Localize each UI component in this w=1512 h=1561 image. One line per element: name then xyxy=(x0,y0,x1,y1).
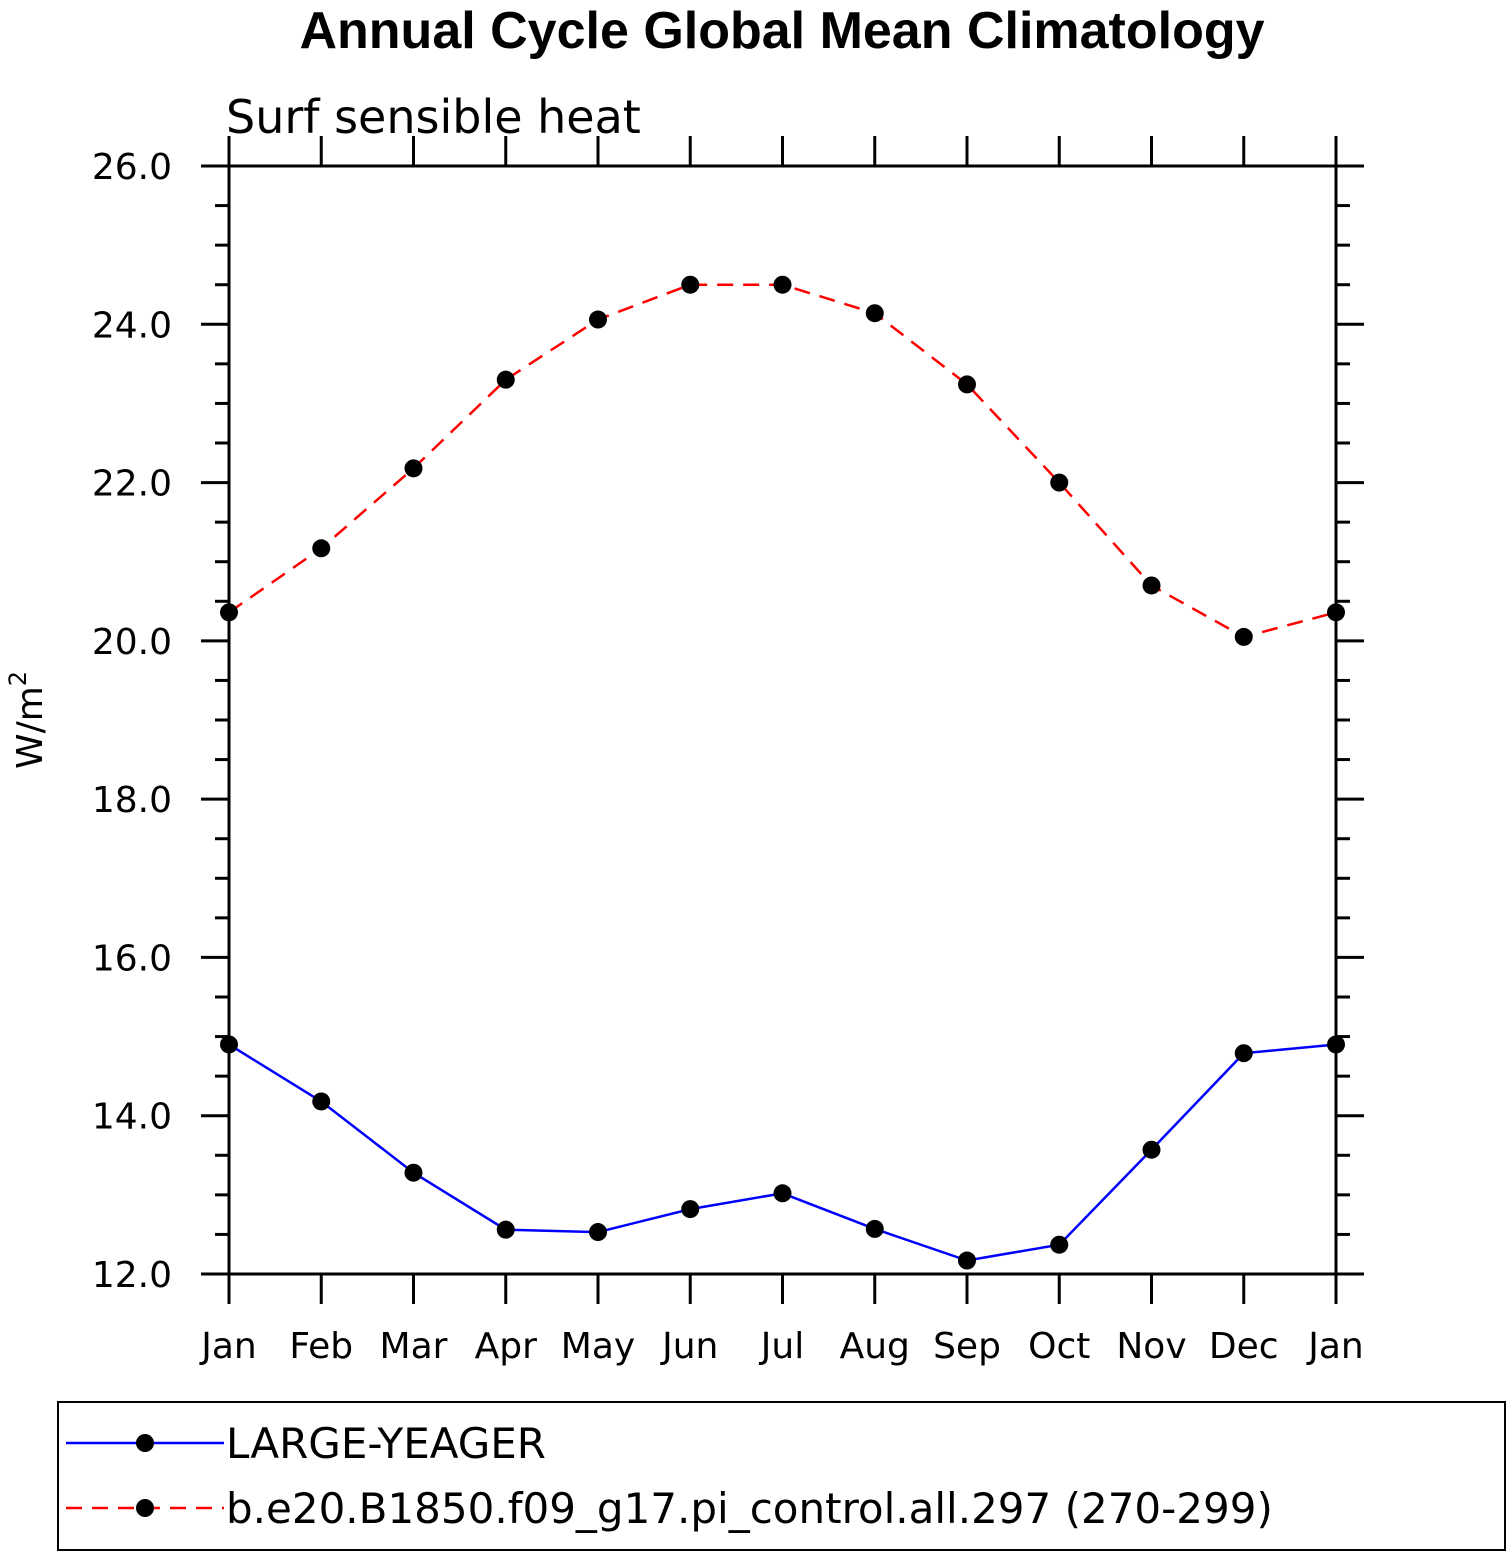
y-axis-title: W/m2 xyxy=(4,671,51,769)
data-point xyxy=(1234,627,1253,646)
x-tick-label: Dec xyxy=(1209,1326,1279,1367)
legend-label: b.e20.B1850.f09_g17.pi_control.all.297 (… xyxy=(226,1484,1273,1533)
chart-subtitle: Surf sensible heat xyxy=(226,90,641,144)
data-point xyxy=(404,1163,423,1182)
legend-marker xyxy=(136,1499,154,1517)
chart-title: Annual Cycle Global Mean Climatology xyxy=(299,2,1264,60)
series-line xyxy=(228,1043,1337,1262)
data-point xyxy=(589,1223,607,1242)
data-point xyxy=(681,1200,700,1219)
legend: LARGE-YEAGER b.e20.B1850.f09_g17.pi_contr… xyxy=(66,1419,1273,1533)
y-tick-label: 26.0 xyxy=(92,147,172,188)
data-point xyxy=(1142,1140,1161,1159)
y-axis-label: W/m xyxy=(10,686,51,769)
x-tick-label: Jan xyxy=(1306,1326,1364,1367)
x-tick-label: Oct xyxy=(1028,1326,1090,1367)
data-point xyxy=(865,1219,884,1238)
data-point xyxy=(496,1220,515,1239)
data-point xyxy=(773,1184,792,1203)
y-tick-label: 24.0 xyxy=(92,305,172,346)
x-tick-label: Nov xyxy=(1116,1326,1186,1367)
data-point xyxy=(404,459,423,478)
data-point xyxy=(220,603,238,622)
data-point xyxy=(496,370,515,389)
data-series xyxy=(220,275,1345,1270)
x-tick-label: Feb xyxy=(289,1326,353,1367)
legend-item: LARGE-YEAGER xyxy=(66,1419,546,1468)
data-point xyxy=(1050,1235,1069,1254)
axis-ticks xyxy=(201,136,1364,1304)
x-tick-label: Jul xyxy=(759,1326,804,1367)
y-tick-label: 22.0 xyxy=(92,464,172,505)
y-tick-label: 12.0 xyxy=(92,1255,172,1296)
data-point xyxy=(773,275,792,294)
y-tick-labels: 12.0 14.0 16.0 18.0 20.0 22.0 24.0 26.0 xyxy=(92,147,172,1296)
data-point xyxy=(1327,603,1345,622)
legend-box xyxy=(57,1401,1506,1551)
x-tick-label: Mar xyxy=(380,1326,448,1367)
y-tick-label: 16.0 xyxy=(92,938,172,979)
legend-marker xyxy=(136,1434,154,1452)
y-tick-label: 18.0 xyxy=(92,780,172,821)
series-1 xyxy=(220,1035,1345,1270)
plot-frame xyxy=(227,164,1338,1276)
x-tick-label: Sep xyxy=(933,1326,1001,1367)
x-tick-label: Aug xyxy=(840,1326,910,1367)
x-tick-label: Jun xyxy=(660,1326,718,1367)
x-tick-label: Apr xyxy=(475,1326,537,1367)
data-point xyxy=(220,1035,238,1054)
data-point xyxy=(589,310,607,329)
legend-label: LARGE-YEAGER xyxy=(226,1419,546,1468)
plot-border xyxy=(227,164,1338,1276)
svg-text:W/m2: W/m2 xyxy=(4,671,51,769)
data-point xyxy=(1050,473,1069,492)
legend-item: b.e20.B1850.f09_g17.pi_control.all.297 (… xyxy=(66,1484,1273,1533)
data-point xyxy=(958,1251,976,1270)
data-point xyxy=(681,275,700,294)
y-axis-label-superscript: 2 xyxy=(4,671,32,686)
series-2 xyxy=(220,275,1345,646)
data-point xyxy=(1327,1035,1345,1054)
data-point xyxy=(958,375,976,394)
data-point xyxy=(312,1092,331,1111)
data-point xyxy=(312,539,331,558)
data-point xyxy=(1234,1044,1253,1063)
y-tick-label: 20.0 xyxy=(92,622,172,663)
x-tick-label: Jan xyxy=(199,1326,257,1367)
x-tick-label: May xyxy=(561,1326,635,1367)
data-point xyxy=(1142,576,1161,595)
data-point xyxy=(865,304,884,323)
x-tick-labels: Jan Feb Mar Apr May Jun Jul Aug Sep Oct Nov Dec Jan xyxy=(199,1326,1364,1367)
series-line xyxy=(228,283,1337,639)
y-tick-label: 14.0 xyxy=(92,1097,172,1138)
